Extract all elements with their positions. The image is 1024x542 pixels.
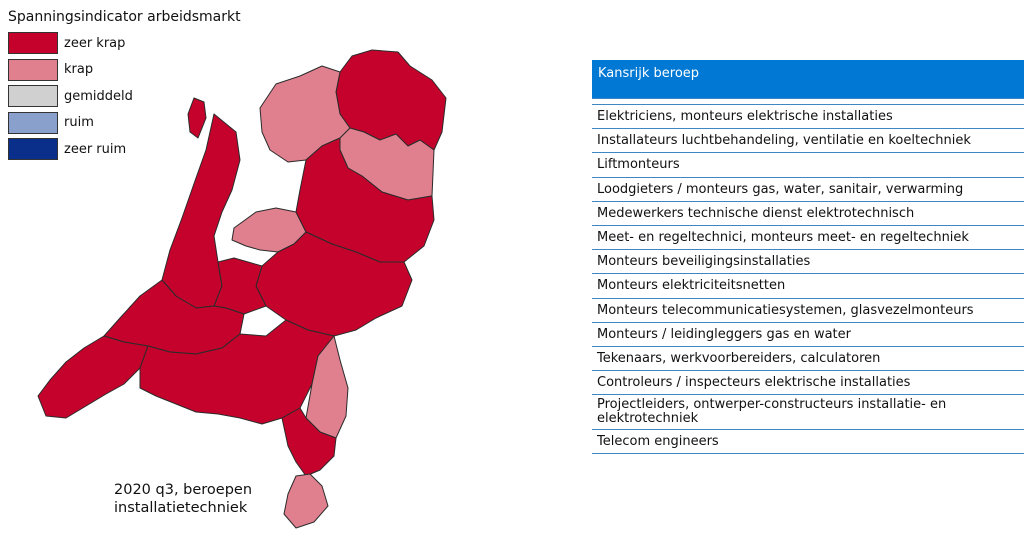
caption-line-1: 2020 q3, beroepen (114, 482, 253, 498)
legend-item-zeer-krap: zeer krap (8, 30, 241, 57)
table-row: Telecom engineers (592, 430, 1024, 455)
map-region-zeeland (37, 335, 149, 419)
table-row: Meet- en regeltechnici, monteurs meet- e… (592, 226, 1024, 251)
caption-line-2: installatietechniek (114, 500, 248, 516)
table-row: Monteurs beveiligingsinstallaties (592, 250, 1024, 275)
kansrijk-beroep-table: Kansrijk beroep Elektriciens, monteurs e… (592, 60, 1024, 455)
table-header: Kansrijk beroep (592, 60, 1024, 99)
legend-item-ruim: ruim (8, 110, 241, 137)
table-row: Medewerkers technische dienst elektrotec… (592, 202, 1024, 226)
table-row: Loodgieters / monteurs gas, water, sanit… (592, 178, 1024, 202)
table-row: Monteurs / leidingleggers gas en water (592, 323, 1024, 347)
map-legend: Spanningsindicator arbeidsmarkt zeer kra… (8, 8, 241, 163)
legend-item-gemiddeld: gemiddeld (8, 83, 241, 110)
table-row: Elektriciens, monteurs elektrische insta… (592, 105, 1024, 130)
map-caption: 2020 q3, beroepen installatietechniek (114, 481, 252, 517)
map-region-noord-brabant (139, 319, 335, 425)
table-row: Monteurs telecommunicatiesystemen, glasv… (592, 299, 1024, 323)
table-header-spacer (592, 99, 1024, 105)
legend-title: Spanningsindicator arbeidsmarkt (8, 9, 241, 25)
legend-label-gemiddeld: gemiddeld (64, 88, 133, 104)
table-row: Tekenaars, werkvoorbereiders, calculator… (592, 347, 1024, 372)
map-region-zuid-limburg (283, 473, 329, 529)
legend-swatch-gemiddeld (8, 85, 58, 108)
legend-label-krap: krap (64, 62, 94, 78)
legend-label-zeer-ruim: zeer ruim (64, 141, 127, 157)
map-region-utrecht (213, 257, 267, 315)
legend-swatch-krap (8, 58, 58, 81)
legend-item-krap: krap (8, 57, 241, 84)
table-row: Monteurs elektriciteitsnetten (592, 274, 1024, 299)
legend-swatch-ruim (8, 111, 58, 134)
legend-label-zeer-krap: zeer krap (64, 35, 126, 51)
map-region-noord-limburg (305, 335, 349, 439)
map-region-midden-limburg (281, 407, 337, 477)
table-row: Installateurs luchtbehandeling, ventilat… (592, 129, 1024, 154)
map-region-texel (187, 97, 207, 139)
legend-item-zeer-ruim: zeer ruim (8, 136, 241, 163)
legend-swatch-zeer-krap (8, 32, 58, 55)
table-row: Liftmonteurs (592, 153, 1024, 178)
table-row: Controleurs / inspecteurs elektrische in… (592, 371, 1024, 396)
legend-swatch-zeer-ruim (8, 138, 58, 161)
netherlands-map (37, 49, 447, 529)
table-row: Projectleiders, ontwerper-constructeurs … (592, 395, 1024, 431)
legend-label-ruim: ruim (64, 115, 94, 131)
